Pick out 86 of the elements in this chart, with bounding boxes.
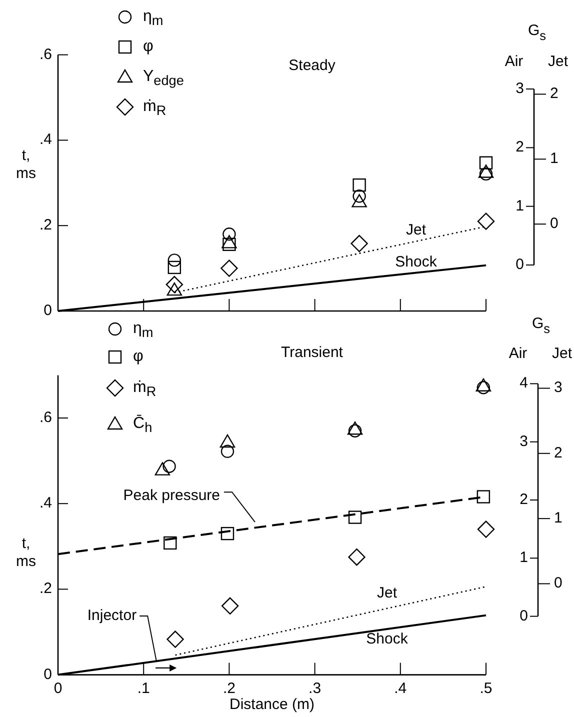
- point: [222, 238, 236, 251]
- y2-tick-label: 3: [520, 432, 528, 450]
- y-axis-title: t, ms: [16, 147, 36, 182]
- y3-tick-label: 2: [554, 444, 562, 462]
- point: [220, 526, 234, 540]
- x-tick-label: .5: [480, 680, 492, 697]
- point: [220, 434, 236, 448]
- y3-axis-title: Jet: [548, 53, 569, 70]
- point: [166, 276, 184, 294]
- series-label: Shock: [395, 253, 438, 270]
- point: [352, 194, 367, 208]
- point: [347, 422, 363, 435]
- legend-label: Y$_{edge}$: [143, 68, 184, 88]
- point: [348, 424, 362, 438]
- point: [479, 167, 493, 181]
- legend-label: φ: [133, 348, 144, 366]
- y-tick-label: .4: [39, 131, 52, 148]
- point: [476, 381, 490, 394]
- legend-label: ṁ$_{R}$: [133, 379, 156, 400]
- y-tick-label: .6: [39, 46, 52, 63]
- point: [220, 444, 234, 458]
- point: [221, 597, 239, 614]
- point: [154, 462, 170, 476]
- y2-tick-label: 3: [516, 80, 524, 97]
- series-label: Shock: [366, 630, 408, 648]
- point: [476, 490, 490, 504]
- legend-label: φ: [143, 38, 154, 56]
- legend-label: C̄$_{h}$: [133, 414, 152, 436]
- x-tick-label: .4: [394, 680, 407, 697]
- point: [478, 164, 494, 178]
- y3-tick-label: 0: [554, 574, 562, 592]
- y3-tick-label: 2: [550, 85, 558, 102]
- point: [348, 510, 362, 524]
- point: [164, 536, 177, 550]
- series-label: Jet: [376, 584, 398, 602]
- y-tick-label: 0: [44, 666, 52, 683]
- series-label: Peak pressure: [123, 487, 220, 504]
- y-tick-label: .2: [39, 216, 52, 234]
- y3-tick-label: 3: [554, 379, 562, 396]
- y3-tick-label: 0: [550, 215, 558, 232]
- y2-axis-title: Air: [504, 53, 524, 70]
- chart-title: Steady: [288, 57, 336, 74]
- y2-tick-label: 1: [516, 197, 524, 214]
- chart-title: Transient: [281, 344, 344, 361]
- point: [352, 178, 366, 192]
- point: [166, 630, 184, 648]
- legend-label: ṁ$_{R}$: [143, 98, 166, 118]
- y2-tick-label: 0: [520, 607, 528, 624]
- y-axis-title: t, ms: [16, 535, 36, 570]
- y2-tick-label: 2: [516, 138, 524, 156]
- x-axis-title: Distance (m): [229, 696, 315, 713]
- y3-tick-label: 1: [550, 150, 558, 168]
- point: [222, 228, 236, 241]
- y-tick-label: .6: [39, 408, 52, 426]
- point: [168, 260, 182, 274]
- text: G$_{s}$: [528, 22, 546, 43]
- point: [352, 190, 366, 203]
- x-tick-label: .1: [137, 680, 150, 697]
- legend-label: η$_{m}$: [133, 320, 154, 340]
- x-tick-label: .3: [308, 680, 322, 697]
- y-tick-label: 0: [44, 302, 52, 319]
- point: [477, 212, 495, 230]
- y-tick-label: .4: [39, 494, 52, 512]
- y2-tick-label: 1: [520, 549, 528, 566]
- y3-axis-title: Jet: [552, 345, 573, 362]
- series-label: Jet: [406, 221, 427, 238]
- point: [476, 378, 492, 392]
- point: [350, 234, 368, 252]
- point: [479, 156, 493, 170]
- point: [348, 548, 366, 566]
- y2-axis-title: Air: [508, 345, 528, 362]
- point: [168, 254, 182, 267]
- x-tick-label: .2: [222, 680, 236, 697]
- point: [220, 260, 238, 277]
- y2-tick-label: 4: [520, 374, 528, 392]
- point: [166, 282, 182, 296]
- annotation: Injector: [87, 606, 137, 624]
- y2-tick-label: 0: [516, 256, 524, 273]
- text: G$_{s}$: [532, 315, 550, 336]
- legend-label: η$_{m}$: [143, 8, 164, 28]
- y-tick-label: .2: [39, 580, 52, 598]
- point: [162, 460, 176, 473]
- y2-tick-label: 2: [520, 490, 528, 508]
- point: [222, 235, 237, 248]
- y3-tick-label: 1: [554, 510, 562, 527]
- point: [477, 520, 495, 538]
